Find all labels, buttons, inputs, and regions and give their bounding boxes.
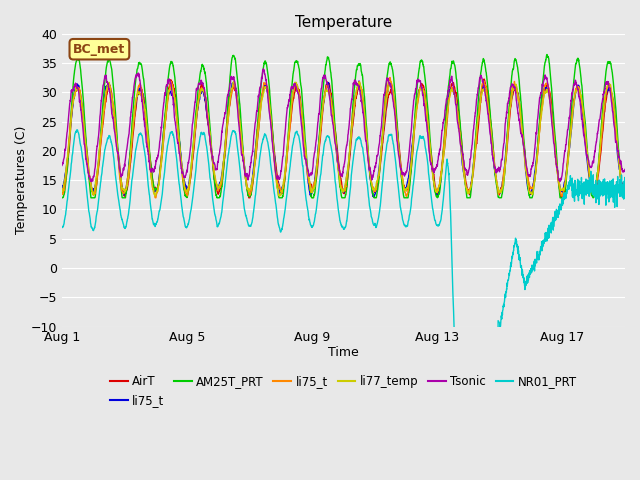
X-axis label: Time: Time bbox=[328, 346, 359, 359]
Legend: AirT, li75_t, AM25T_PRT, li75_t, li77_temp, Tsonic, NR01_PRT: AirT, li75_t, AM25T_PRT, li75_t, li77_te… bbox=[105, 371, 582, 412]
Title: Temperature: Temperature bbox=[295, 15, 392, 30]
Y-axis label: Temperatures (C): Temperatures (C) bbox=[15, 126, 28, 234]
Text: BC_met: BC_met bbox=[73, 43, 125, 56]
